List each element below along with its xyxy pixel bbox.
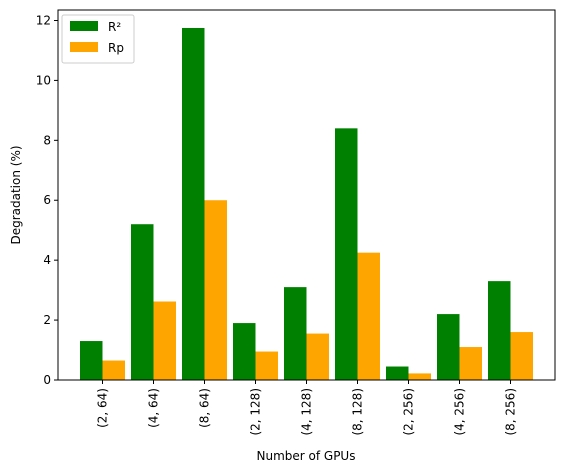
bar-r2-5	[335, 128, 358, 380]
y-tick-label: 12	[36, 13, 51, 27]
y-tick-label: 8	[43, 133, 51, 147]
bar-rp-1	[153, 301, 176, 380]
x-axis-ticks: (2, 64) (4, 64) (8, 64) (2, 128) (4, 128) (8,…	[96, 380, 518, 436]
bar-rp-7	[459, 347, 482, 380]
x-tick-label: (8, 128)	[351, 388, 365, 436]
bars-group	[80, 27, 533, 380]
y-tick-label: 4	[43, 253, 51, 267]
bar-rp-6	[408, 373, 431, 380]
legend-swatch-r2	[70, 21, 98, 31]
bar-rp-0	[102, 360, 125, 380]
y-axis-label: Degradation (%)	[9, 145, 23, 244]
bar-rp-8	[510, 332, 533, 380]
y-axis-ticks: 0 2 4 6 8 10 12	[36, 13, 58, 387]
y-tick-label: 6	[43, 193, 51, 207]
x-tick-label: (8, 256)	[504, 388, 518, 436]
bar-r2-6	[386, 366, 409, 380]
x-tick-label: (2, 128)	[249, 388, 263, 436]
bar-rp-5	[357, 252, 380, 380]
bar-r2-1	[131, 224, 154, 380]
bar-r2-2	[182, 27, 205, 380]
bar-r2-0	[80, 341, 103, 380]
legend-label-rp: Rp	[108, 41, 124, 55]
x-tick-label: (2, 64)	[96, 388, 110, 428]
bar-rp-3	[255, 351, 278, 380]
y-tick-label: 2	[43, 313, 51, 327]
legend-swatch-rp	[70, 42, 98, 52]
x-tick-label: (4, 128)	[300, 388, 314, 436]
legend-label-r2: R²	[108, 20, 121, 34]
bar-r2-3	[233, 323, 256, 380]
bar-rp-4	[306, 333, 329, 380]
x-tick-label: (4, 64)	[147, 388, 161, 428]
x-tick-label: (4, 256)	[453, 388, 467, 436]
bar-r2-7	[437, 314, 460, 380]
y-tick-label: 10	[36, 73, 51, 87]
x-tick-label: (8, 64)	[198, 388, 212, 428]
legend: R² Rp	[61, 14, 135, 64]
x-tick-label: (2, 256)	[402, 388, 416, 436]
bar-rp-2	[204, 200, 227, 380]
bar-r2-8	[488, 281, 511, 380]
x-axis-label: Number of GPUs	[257, 449, 356, 463]
y-tick-label: 0	[43, 373, 51, 387]
bar-r2-4	[284, 287, 307, 380]
